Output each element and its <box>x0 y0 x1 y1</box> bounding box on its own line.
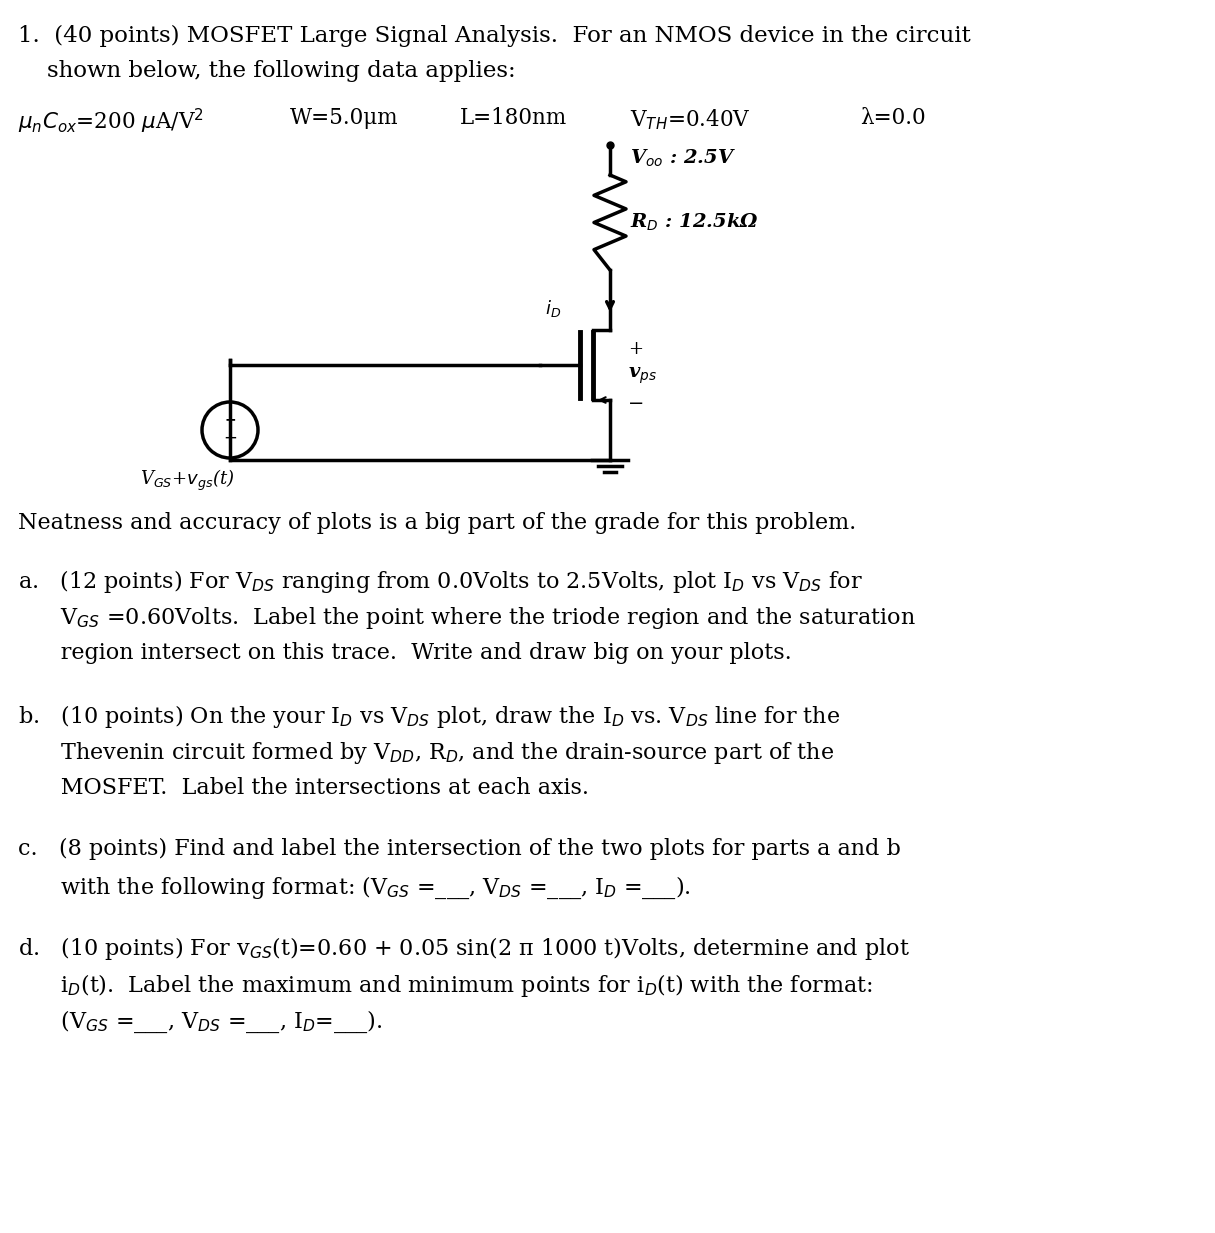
Text: V$_{TH}$=0.40V: V$_{TH}$=0.40V <box>631 107 751 132</box>
Text: +: + <box>628 340 643 358</box>
Text: +: + <box>225 413 236 427</box>
Text: V$_{GS}$ =0.60Volts.  Label the point where the triode region and the saturation: V$_{GS}$ =0.60Volts. Label the point whe… <box>18 605 916 631</box>
Text: 1.  (40 points) MOSFET Large Signal Analysis.  For an NMOS device in the circuit: 1. (40 points) MOSFET Large Signal Analy… <box>18 25 971 47</box>
Text: region intersect on this trace.  Write and draw big on your plots.: region intersect on this trace. Write an… <box>18 642 792 665</box>
Text: $i_D$: $i_D$ <box>546 298 561 319</box>
Text: −: − <box>224 429 237 448</box>
Text: shown below, the following data applies:: shown below, the following data applies: <box>18 60 515 83</box>
Text: a.   (12 points) For V$_{DS}$ ranging from 0.0Volts to 2.5Volts, plot I$_D$ vs V: a. (12 points) For V$_{DS}$ ranging from… <box>18 568 863 596</box>
Text: W=5.0μm: W=5.0μm <box>290 107 399 129</box>
Text: V$_{oo}$ : 2.5V: V$_{oo}$ : 2.5V <box>631 148 736 169</box>
Text: Thevenin circuit formed by V$_{DD}$, R$_D$, and the drain-source part of the: Thevenin circuit formed by V$_{DD}$, R$_… <box>18 740 833 766</box>
Text: c.   (8 points) Find and label the intersection of the two plots for parts a and: c. (8 points) Find and label the interse… <box>18 838 900 861</box>
Text: λ=0.0: λ=0.0 <box>860 107 926 129</box>
Text: (V$_{GS}$ =___, V$_{DS}$ =___, I$_{D}$=___).: (V$_{GS}$ =___, V$_{DS}$ =___, I$_{D}$=_… <box>18 1009 383 1036</box>
Text: R$_D$ : 12.5kΩ: R$_D$ : 12.5kΩ <box>631 211 759 233</box>
Text: v$_{ps}$: v$_{ps}$ <box>628 365 657 386</box>
Text: L=180nm: L=180nm <box>460 107 567 129</box>
Text: b.   (10 points) On the your I$_D$ vs V$_{DS}$ plot, draw the I$_D$ vs. V$_{DS}$: b. (10 points) On the your I$_D$ vs V$_{… <box>18 703 840 730</box>
Text: with the following format: (V$_{GS}$ =___, V$_{DS}$ =___, I$_D$ =___).: with the following format: (V$_{GS}$ =__… <box>18 875 691 901</box>
Text: −: − <box>628 395 644 413</box>
Text: i$_D$(t).  Label the maximum and minimum points for i$_D$(t) with the format:: i$_D$(t). Label the maximum and minimum … <box>18 972 872 999</box>
Text: $\mu_n C_{ox}$=200 $\mu$A/V$^2$: $\mu_n C_{ox}$=200 $\mu$A/V$^2$ <box>18 107 204 136</box>
Text: Neatness and accuracy of plots is a big part of the grade for this problem.: Neatness and accuracy of plots is a big … <box>18 512 857 534</box>
Text: V$_{GS}$+$v$$_{gs}$(t): V$_{GS}$+$v$$_{gs}$(t) <box>140 469 234 493</box>
Text: MOSFET.  Label the intersections at each axis.: MOSFET. Label the intersections at each … <box>18 777 589 799</box>
Text: d.   (10 points) For v$_{GS}$(t)=0.60 + 0.05 sin(2 π 1000 t)Volts, determine and: d. (10 points) For v$_{GS}$(t)=0.60 + 0.… <box>18 935 910 962</box>
